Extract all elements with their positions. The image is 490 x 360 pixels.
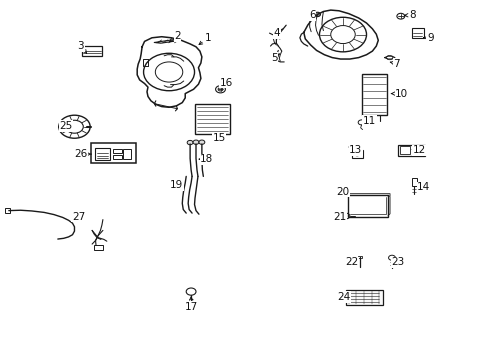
Text: 17: 17 (184, 297, 198, 312)
Text: 25: 25 (59, 121, 73, 131)
Text: 26: 26 (74, 149, 91, 159)
Bar (82, 46, 102, 56)
Text: 12: 12 (412, 145, 426, 156)
Text: 1: 1 (199, 33, 212, 45)
Text: 8: 8 (405, 10, 416, 20)
Text: 22: 22 (345, 257, 359, 267)
Text: 6: 6 (309, 10, 316, 21)
Text: 10: 10 (392, 89, 408, 99)
Text: 21: 21 (333, 212, 347, 222)
Text: 19: 19 (170, 180, 183, 190)
Bar (95, 148, 110, 160)
Text: 24: 24 (337, 292, 351, 302)
Bar (412, 28, 424, 38)
Text: 15: 15 (212, 132, 226, 143)
Bar (113, 155, 122, 159)
Circle shape (193, 140, 199, 144)
Circle shape (187, 140, 193, 145)
Bar (91, 143, 136, 163)
Circle shape (218, 87, 223, 91)
Bar (412, 178, 416, 186)
Text: 4: 4 (273, 28, 280, 39)
Circle shape (355, 152, 360, 156)
Text: 27: 27 (72, 212, 85, 222)
Text: 2: 2 (170, 31, 181, 42)
Circle shape (199, 140, 205, 144)
Text: 13: 13 (349, 145, 363, 156)
Bar (362, 74, 387, 115)
Bar (5, 208, 10, 213)
Text: 23: 23 (391, 257, 405, 267)
Text: 14: 14 (417, 182, 431, 192)
Bar (123, 149, 131, 159)
Bar (346, 290, 383, 305)
Bar (358, 256, 362, 258)
Circle shape (315, 12, 320, 17)
Text: 9: 9 (423, 33, 434, 43)
Bar (400, 146, 410, 154)
Bar (348, 195, 388, 217)
Bar (94, 245, 103, 250)
Bar (195, 104, 230, 134)
Text: 16: 16 (220, 78, 233, 88)
Text: 3: 3 (77, 41, 87, 53)
Bar (113, 149, 122, 153)
Text: 18: 18 (199, 154, 214, 164)
Text: 11: 11 (363, 116, 376, 126)
Bar (398, 145, 425, 156)
Text: 7: 7 (390, 59, 400, 69)
Bar (352, 150, 363, 158)
Text: 5: 5 (271, 53, 279, 63)
Text: 20: 20 (337, 186, 349, 197)
